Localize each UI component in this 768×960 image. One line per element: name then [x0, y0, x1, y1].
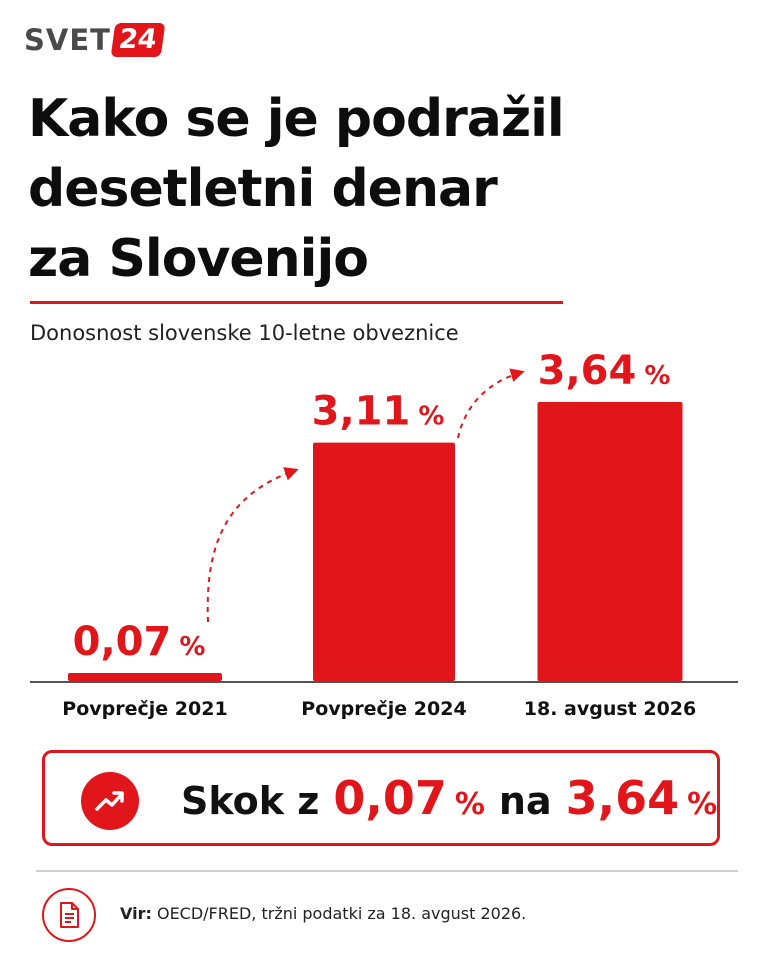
data-label: 3,11% [312, 389, 445, 435]
footer-divider [36, 870, 738, 872]
callout-to-unit: % [687, 787, 718, 822]
callout-text: Skok z 0,07 % na 3,64 % [181, 753, 717, 843]
source-note: Vir: OECD/FRED, tržni podatki za 18. avg… [120, 903, 526, 925]
chart-subtitle: Donosnost slovenske 10-letne obveznice [30, 321, 459, 345]
trending-up-icon [81, 772, 139, 830]
trend-arrow [206, 467, 299, 623]
title-line: desetletni denar [28, 159, 498, 219]
document-icon [42, 888, 96, 942]
title-line: Kako se je podražil [28, 89, 565, 149]
data-label: 3,64% [538, 348, 671, 394]
logo-text: SVET [24, 23, 111, 57]
bar [537, 402, 683, 681]
source-text: OECD/FRED, tržni podatki za 18. avgust 2… [156, 904, 527, 923]
title-line: za Slovenijo [28, 229, 369, 289]
bar-chart: 0,07% Povprečje 2021 3,11% Povprečje 2024 3,… [0, 340, 768, 740]
brand-logo: SVET 24 [24, 22, 165, 58]
tick-label: Povprečje 2021 [62, 698, 227, 720]
callout-from-value: 0,07 [333, 771, 447, 825]
logo-badge: 24 [110, 23, 165, 57]
title-divider [30, 301, 563, 304]
callout-to-word: na [498, 779, 552, 823]
chart-svg: 0,07 % Povprečje 2021 3,11 % Povprečje 2024 3,… [30, 348, 738, 720]
callout-to-value: 3,64 [565, 771, 680, 825]
jump-callout: Skok z 0,07 % na 3,64 % [42, 750, 720, 846]
trend-arrow [457, 368, 525, 439]
callout-from-word: Skok z [181, 779, 320, 823]
data-label: 0,07% [73, 619, 206, 665]
source-label: Vir: [120, 904, 152, 923]
bar [313, 442, 455, 681]
page-title: Kako se je podražil desetletni denar za … [28, 84, 728, 294]
bar [68, 673, 222, 681]
tick-label: 18. avgust 2026 [524, 698, 697, 720]
tick-label: Povprečje 2024 [301, 698, 466, 720]
callout-from-unit: % [454, 787, 485, 822]
